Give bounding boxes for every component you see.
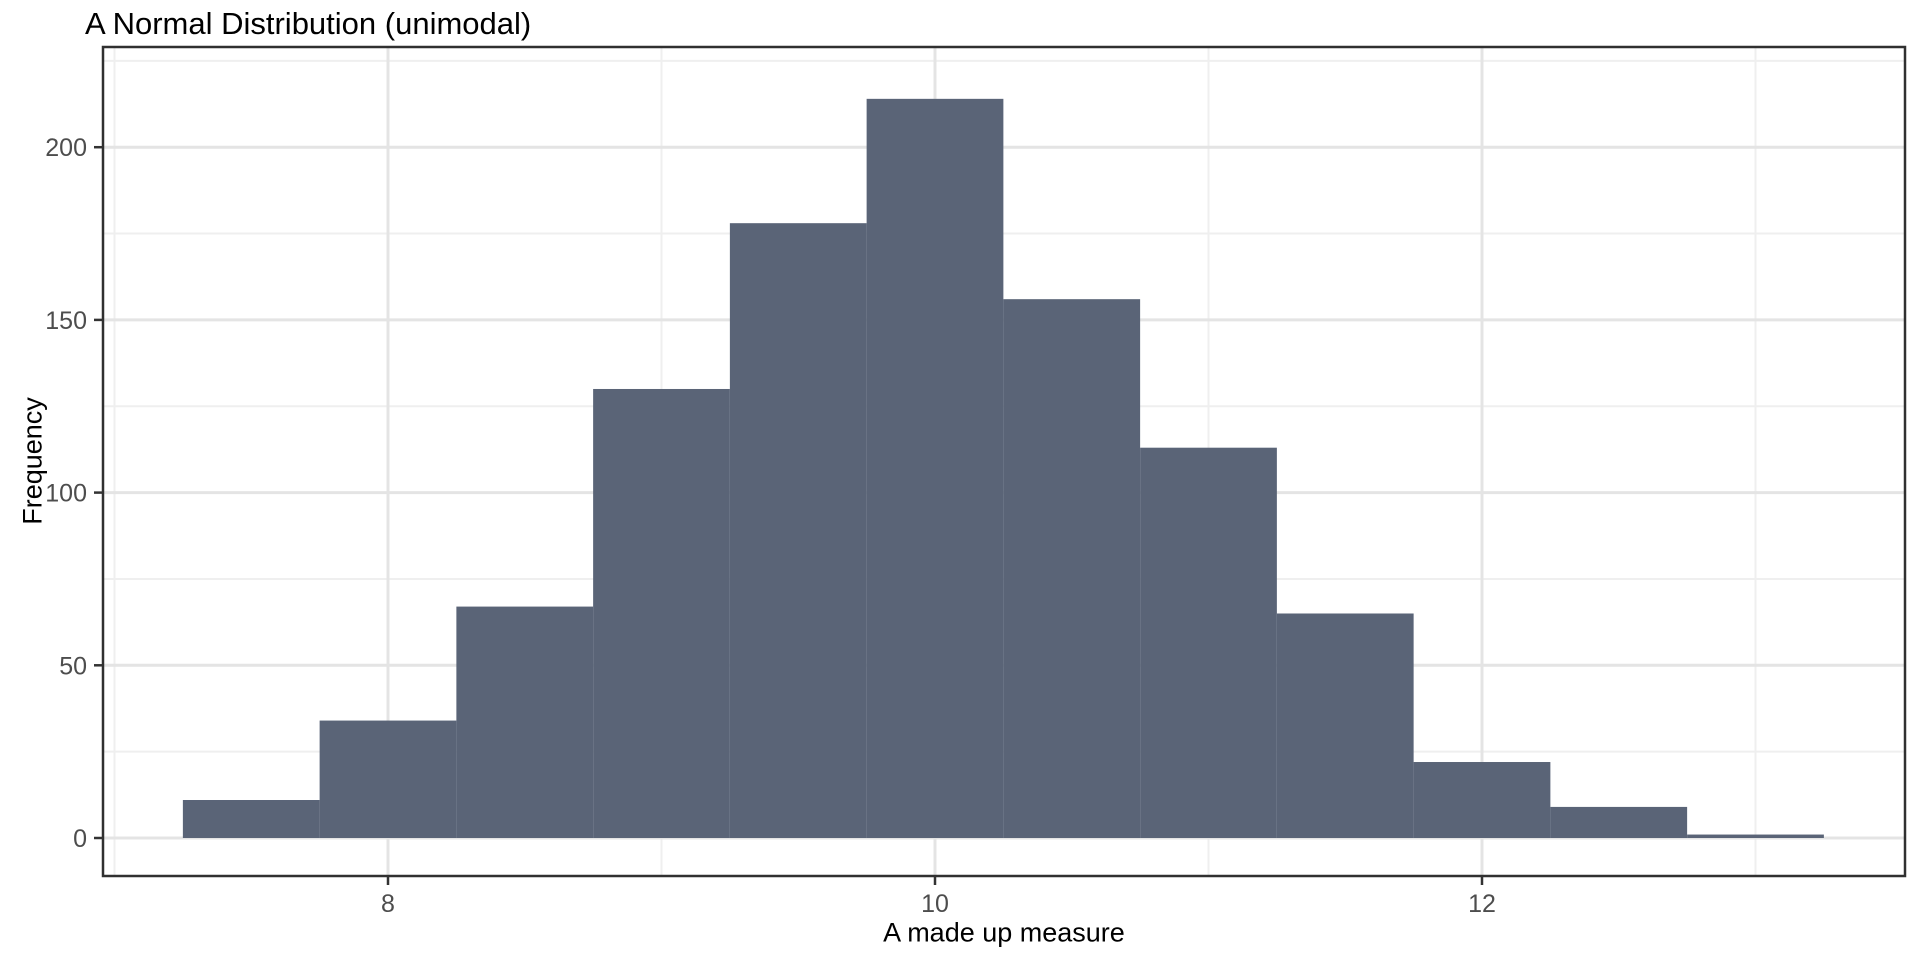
x-tick-label: 12 bbox=[1468, 890, 1496, 918]
y-tick-label: 150 bbox=[45, 307, 87, 335]
histogram-bar bbox=[456, 606, 594, 838]
histogram-bar bbox=[866, 98, 1004, 839]
histogram-bar bbox=[1687, 834, 1824, 838]
histogram-bar bbox=[1003, 299, 1141, 838]
x-tick-label: 10 bbox=[921, 890, 949, 918]
y-tick-label: 50 bbox=[59, 652, 87, 680]
panel-border bbox=[101, 45, 1907, 878]
histogram-bar bbox=[1140, 447, 1277, 838]
x-axis-title: A made up measure bbox=[883, 917, 1125, 948]
y-tick-label: 100 bbox=[45, 480, 87, 508]
histogram-bar bbox=[1550, 806, 1688, 838]
histogram-bar bbox=[729, 223, 867, 839]
histogram-bar bbox=[182, 800, 320, 838]
histogram-bar bbox=[319, 720, 457, 838]
histogram-bar bbox=[1276, 613, 1414, 838]
y-axis-title: Frequency bbox=[17, 397, 48, 525]
y-tick-label: 0 bbox=[73, 825, 87, 853]
histogram-bar bbox=[593, 388, 730, 838]
x-tick-label: 8 bbox=[381, 890, 395, 918]
histogram-bar bbox=[1413, 762, 1551, 838]
plot-title: A Normal Distribution (unimodal) bbox=[85, 6, 532, 41]
y-tick-label: 200 bbox=[45, 134, 87, 162]
